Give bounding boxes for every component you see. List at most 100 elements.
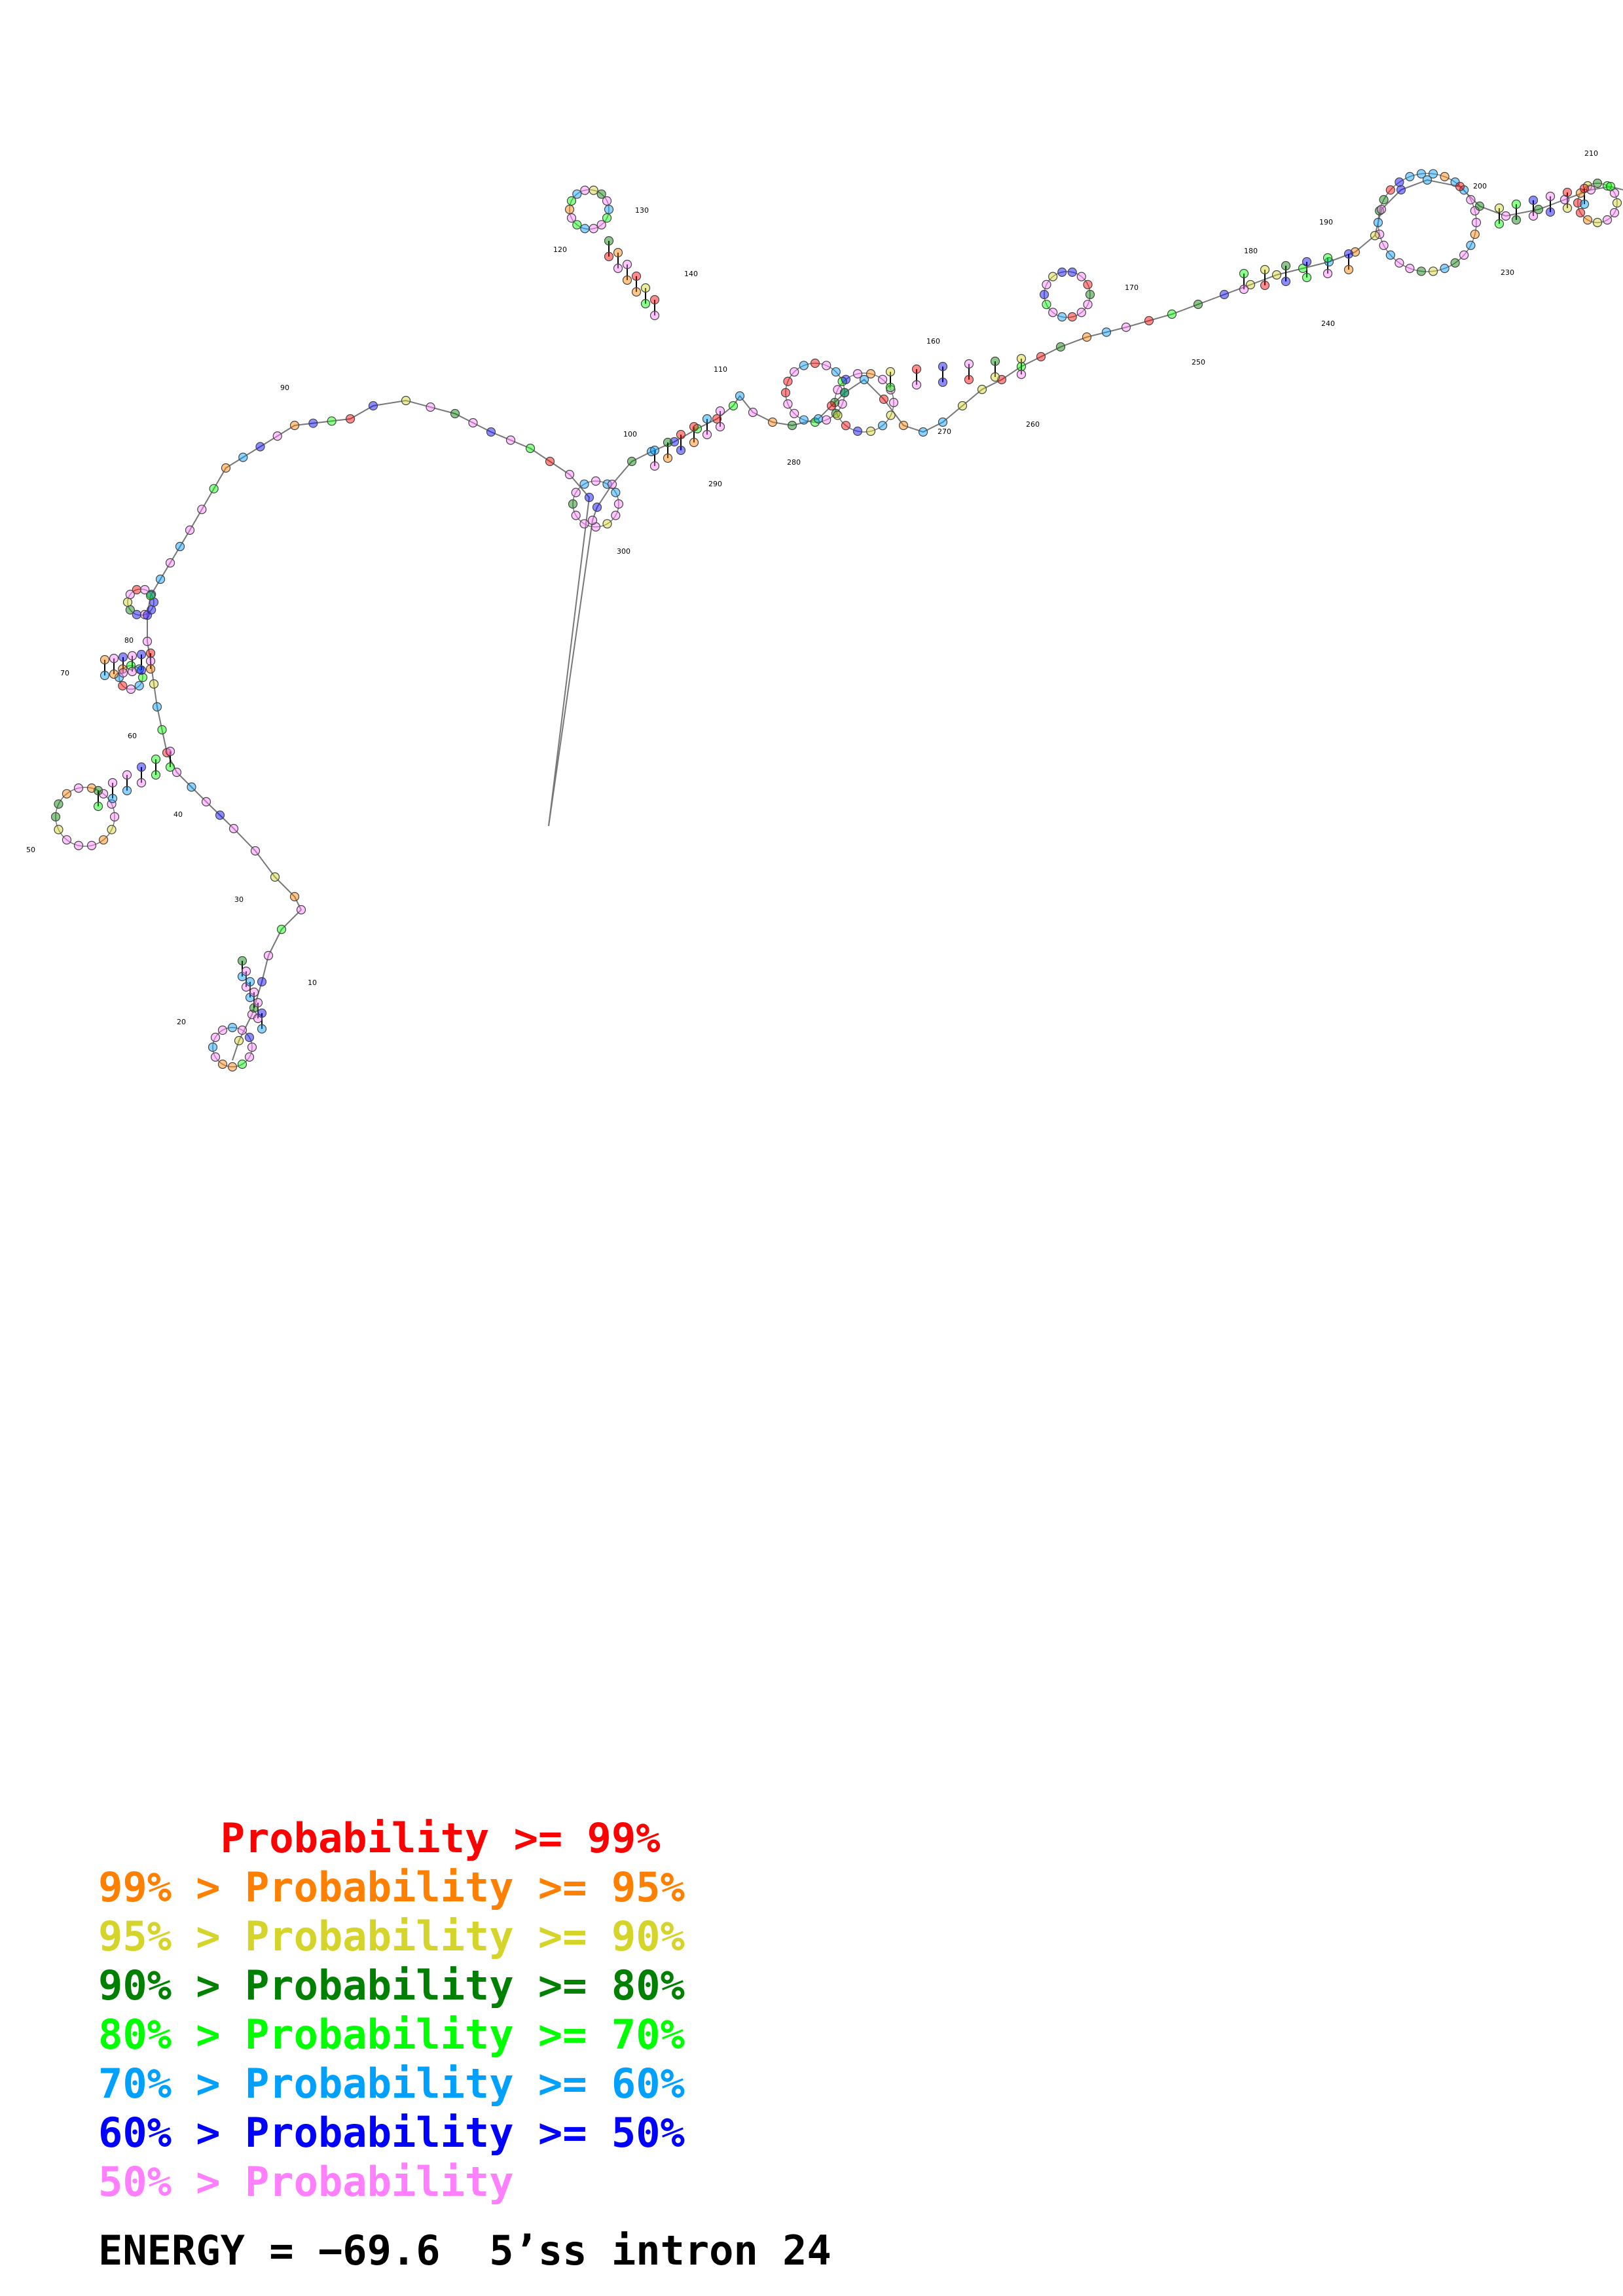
nucleotide bbox=[118, 681, 128, 691]
nucleotide bbox=[911, 380, 922, 390]
nucleotide bbox=[136, 778, 147, 788]
nucleotide bbox=[571, 511, 581, 520]
nucleotide bbox=[127, 651, 137, 661]
position-label: 170 bbox=[1125, 283, 1139, 292]
legend-text: Probability >= 80% bbox=[244, 1962, 685, 2009]
nucleotide bbox=[1471, 217, 1482, 228]
nucleotide bbox=[938, 417, 948, 427]
nucleotide bbox=[1076, 272, 1086, 281]
nucleotide bbox=[1036, 351, 1046, 362]
nucleotide bbox=[228, 823, 239, 834]
nucleotide bbox=[296, 905, 306, 915]
nucleotide bbox=[73, 783, 84, 793]
nucleotide bbox=[1245, 279, 1256, 290]
nucleotide bbox=[93, 801, 103, 812]
nucleotide bbox=[622, 259, 632, 270]
nucleotide bbox=[208, 1042, 218, 1052]
nucleotide bbox=[602, 213, 612, 223]
legend-entry: 70% > Probability >= 60% bbox=[98, 2064, 685, 2104]
nucleotide bbox=[587, 515, 598, 526]
nucleotide bbox=[1076, 308, 1086, 317]
nucleotide bbox=[990, 356, 1000, 367]
nucleotide bbox=[1067, 312, 1077, 322]
nucleotide bbox=[209, 484, 219, 493]
nucleotide bbox=[964, 359, 974, 369]
loop bbox=[572, 480, 619, 528]
nucleotide bbox=[852, 426, 863, 436]
nucleotide bbox=[54, 825, 64, 834]
nucleotide bbox=[93, 785, 103, 796]
nucleotide bbox=[841, 421, 851, 431]
nucleotide bbox=[122, 597, 133, 607]
backbone-strand bbox=[147, 399, 591, 1061]
nucleotide bbox=[1612, 198, 1622, 208]
position-label: 140 bbox=[684, 270, 698, 278]
nucleotide bbox=[151, 754, 161, 764]
nucleotide bbox=[1405, 264, 1415, 274]
nucleotide bbox=[221, 463, 231, 473]
nucleotide bbox=[859, 374, 869, 385]
legend-text: Probability >= 95% bbox=[244, 1863, 685, 1911]
nucleotide bbox=[566, 196, 577, 206]
nucleotide bbox=[1057, 267, 1067, 277]
nucleotide bbox=[187, 782, 196, 792]
nucleotide bbox=[841, 374, 851, 384]
position-label: 10 bbox=[308, 978, 317, 987]
nucleotide bbox=[1466, 195, 1476, 205]
nucleotide bbox=[132, 609, 141, 620]
nucleotide bbox=[253, 997, 263, 1008]
nucleotide bbox=[109, 812, 120, 822]
legend-prefix: 95% > bbox=[98, 1912, 245, 1960]
nucleotide bbox=[728, 401, 739, 411]
nucleotide bbox=[1260, 264, 1270, 275]
nucleotide bbox=[1533, 204, 1544, 215]
nucleotide bbox=[1602, 215, 1613, 225]
nucleotide bbox=[689, 437, 699, 448]
nucleotide bbox=[622, 275, 632, 285]
nucleotide bbox=[790, 408, 799, 418]
position-label: 20 bbox=[177, 1018, 186, 1026]
nucleotide bbox=[1219, 289, 1230, 300]
nucleotide bbox=[1416, 169, 1427, 179]
nucleotide bbox=[702, 429, 712, 440]
position-label: 80 bbox=[124, 636, 134, 645]
position-label: 250 bbox=[1192, 358, 1205, 367]
nucleotide bbox=[109, 669, 119, 679]
legend-text: Probability >= 90% bbox=[244, 1912, 685, 1960]
nucleotide bbox=[247, 1042, 257, 1052]
nucleotide bbox=[1271, 270, 1282, 280]
nucleotide bbox=[142, 636, 153, 647]
nucleotide bbox=[1609, 207, 1620, 218]
nucleotide bbox=[237, 1025, 247, 1035]
nucleotide bbox=[689, 422, 699, 432]
nucleotide bbox=[126, 660, 136, 671]
nucleotide bbox=[126, 684, 136, 694]
nucleotide bbox=[813, 414, 824, 424]
nucleotide bbox=[1440, 171, 1450, 181]
nucleotides bbox=[50, 169, 1622, 1072]
nucleotide bbox=[837, 399, 847, 409]
nucleotide bbox=[799, 361, 809, 370]
nucleotide bbox=[250, 846, 261, 856]
nucleotide bbox=[142, 610, 153, 620]
nucleotide bbox=[1343, 249, 1354, 259]
nucleotide bbox=[787, 420, 797, 431]
nucleotide bbox=[1592, 217, 1603, 228]
nucleotide bbox=[1579, 183, 1590, 194]
legend-entry: Probability >= 99% bbox=[98, 1818, 661, 1859]
position-label: 200 bbox=[1473, 182, 1487, 190]
position-label: 160 bbox=[926, 337, 940, 346]
nucleotide bbox=[118, 652, 128, 662]
nucleotide bbox=[918, 427, 928, 437]
nucleotide bbox=[73, 840, 84, 850]
nucleotide bbox=[1085, 289, 1095, 300]
nucleotide bbox=[568, 499, 578, 509]
nucleotide bbox=[100, 670, 110, 681]
nucleotide bbox=[107, 778, 118, 788]
rna-structure-diagram: 10 20 30 40 50 60 70 80 90 100 110 120 130 140 160 170 1… bbox=[26, 149, 1623, 1072]
nucleotide bbox=[1459, 250, 1469, 260]
nucleotide bbox=[125, 590, 135, 600]
nucleotide bbox=[145, 656, 156, 666]
nucleotide bbox=[145, 664, 156, 674]
position-label: 100 bbox=[623, 430, 637, 439]
